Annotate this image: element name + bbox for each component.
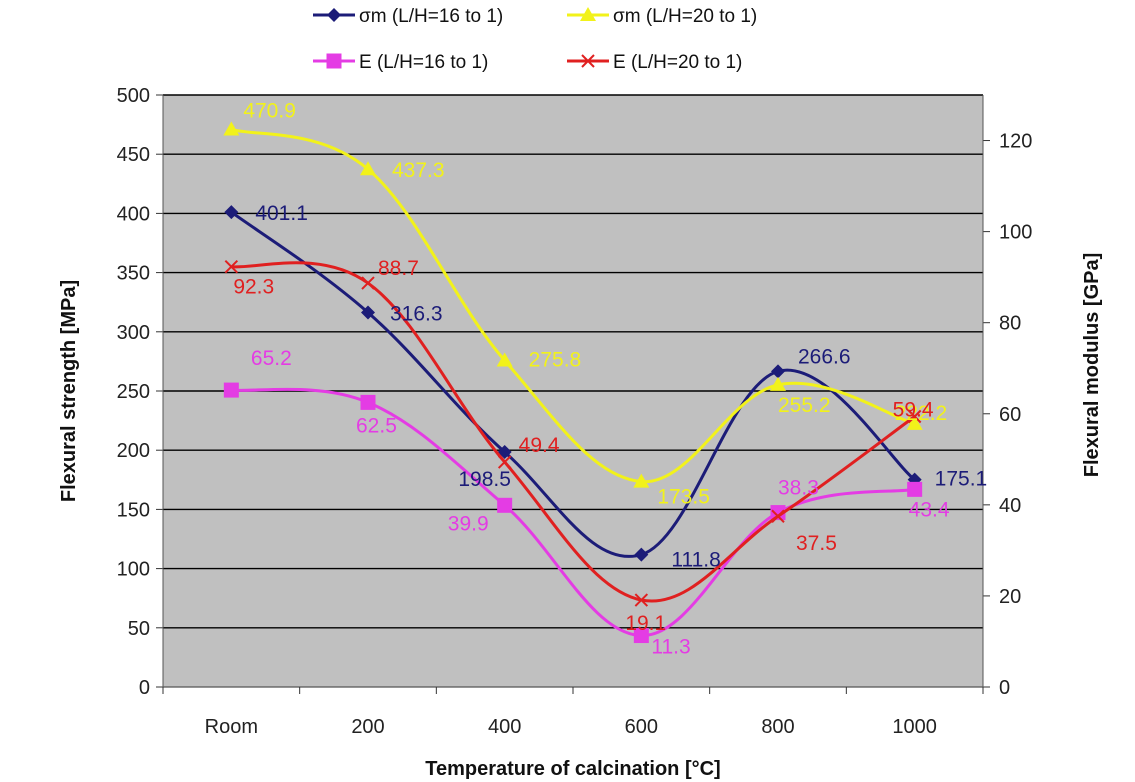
y-tick-label-left: 500 xyxy=(117,85,150,107)
y-tick-label-left: 100 xyxy=(117,559,150,581)
legend-marker xyxy=(580,7,596,21)
data-label: 266.6 xyxy=(798,345,851,368)
data-point xyxy=(771,364,785,379)
legend-label: σm (L/H=16 to 1) xyxy=(359,6,503,27)
x-axis-title: Temperature of calcination [°C] xyxy=(425,758,720,780)
data-label: 437.3 xyxy=(392,159,445,182)
y-tick-label-left: 200 xyxy=(117,440,150,462)
data-point xyxy=(634,547,649,562)
data-label: 38.3 xyxy=(778,477,819,500)
legend-marker xyxy=(327,8,341,22)
data-label: 39.9 xyxy=(448,512,489,535)
y-tick-label-right: 0 xyxy=(999,677,1010,699)
data-point xyxy=(770,505,786,521)
data-label: 222.2 xyxy=(895,402,948,425)
data-point xyxy=(496,352,513,367)
y-tick-label-left: 0 xyxy=(139,677,150,699)
data-label: 65.2 xyxy=(251,347,292,370)
legend-marker xyxy=(581,54,595,68)
data-label: 19.1 xyxy=(625,612,666,635)
y-tick-label-left: 300 xyxy=(117,322,150,344)
data-point xyxy=(907,481,923,497)
x-tick-label: 600 xyxy=(625,716,658,738)
gridlines xyxy=(163,94,983,629)
data-point xyxy=(771,509,785,523)
data-label: 88.7 xyxy=(378,257,419,280)
x-tick-label: 400 xyxy=(488,716,521,738)
axes: 0 50 100 150 200 250 300 350 400 450 500 0 20 40 60 80 1… xyxy=(117,85,1033,738)
data-label: 43.4 xyxy=(909,498,950,521)
series-group xyxy=(223,121,923,644)
data-point xyxy=(224,259,239,274)
legend: σm (L/H=16 to 1) σm (L/H=20 to 1) E (L/H=1… xyxy=(313,6,757,73)
y-axis-title-left: Flexural strength [MPa] xyxy=(58,280,80,502)
y-tick-label-left: 400 xyxy=(117,203,150,225)
legend-label: σm (L/H=20 to 1) xyxy=(613,6,757,27)
data-point xyxy=(360,161,376,176)
legend-marker xyxy=(326,53,342,69)
y-tick-label-right: 80 xyxy=(999,313,1021,335)
data-point xyxy=(634,593,649,607)
data-point xyxy=(497,497,513,513)
x-tick-label: Room xyxy=(205,716,258,738)
data-label: 37.5 xyxy=(796,532,837,555)
legend-label: E (L/H=20 to 1) xyxy=(613,52,742,73)
y-tick-label-left: 150 xyxy=(117,499,150,521)
y-tick-label-left: 250 xyxy=(117,381,150,403)
data-point xyxy=(770,376,786,391)
data-label: 11.3 xyxy=(651,636,690,659)
x-tick-label: 1000 xyxy=(892,716,937,738)
data-label: 175.1 xyxy=(935,468,988,491)
y-tick-label-right: 100 xyxy=(999,222,1032,244)
data-label: 316.3 xyxy=(390,303,443,326)
data-label: 275.8 xyxy=(529,348,582,371)
data-label: 255.2 xyxy=(778,394,831,417)
x-tick-label: 200 xyxy=(351,716,384,738)
data-point xyxy=(497,455,512,469)
y-tick-label-right: 20 xyxy=(999,586,1021,608)
data-label: 173.5 xyxy=(657,486,710,509)
data-point xyxy=(360,394,376,410)
data-label: 470.9 xyxy=(243,99,296,122)
data-label: 59.4 xyxy=(893,399,934,422)
data-point xyxy=(633,628,649,644)
y-tick-label-right: 40 xyxy=(999,495,1021,517)
data-label: 198.5 xyxy=(458,468,511,491)
data-point xyxy=(906,415,923,430)
data-labels: 401.1 316.3 198.5 111.8 266.6 175.1 470.9 437.3… xyxy=(233,99,987,658)
series-line xyxy=(230,128,916,484)
data-point xyxy=(497,444,512,459)
data-point xyxy=(223,382,239,398)
data-label: 62.5 xyxy=(356,414,397,437)
y-tick-label-left: 50 xyxy=(128,618,150,640)
data-point xyxy=(361,276,375,290)
data-point xyxy=(633,473,650,488)
y-axis-title-right: Flexural modulus [GPa] xyxy=(1081,253,1103,477)
data-label: 92.3 xyxy=(233,276,274,299)
data-label: 401.1 xyxy=(255,202,308,225)
data-point xyxy=(223,121,240,136)
legend-label: E (L/H=16 to 1) xyxy=(359,52,488,73)
y-tick-label-left: 350 xyxy=(117,263,150,285)
series-line xyxy=(231,261,916,603)
data-point xyxy=(224,205,239,220)
data-point xyxy=(907,409,922,424)
data-label: 111.8 xyxy=(671,549,720,572)
data-label: 49.4 xyxy=(519,434,560,457)
y-tick-label-left: 450 xyxy=(117,144,150,166)
x-tick-label: 800 xyxy=(761,716,794,738)
y-tick-label-right: 120 xyxy=(999,131,1032,153)
y-tick-label-right: 60 xyxy=(999,404,1021,426)
series-line xyxy=(230,210,916,558)
data-point xyxy=(361,305,375,320)
